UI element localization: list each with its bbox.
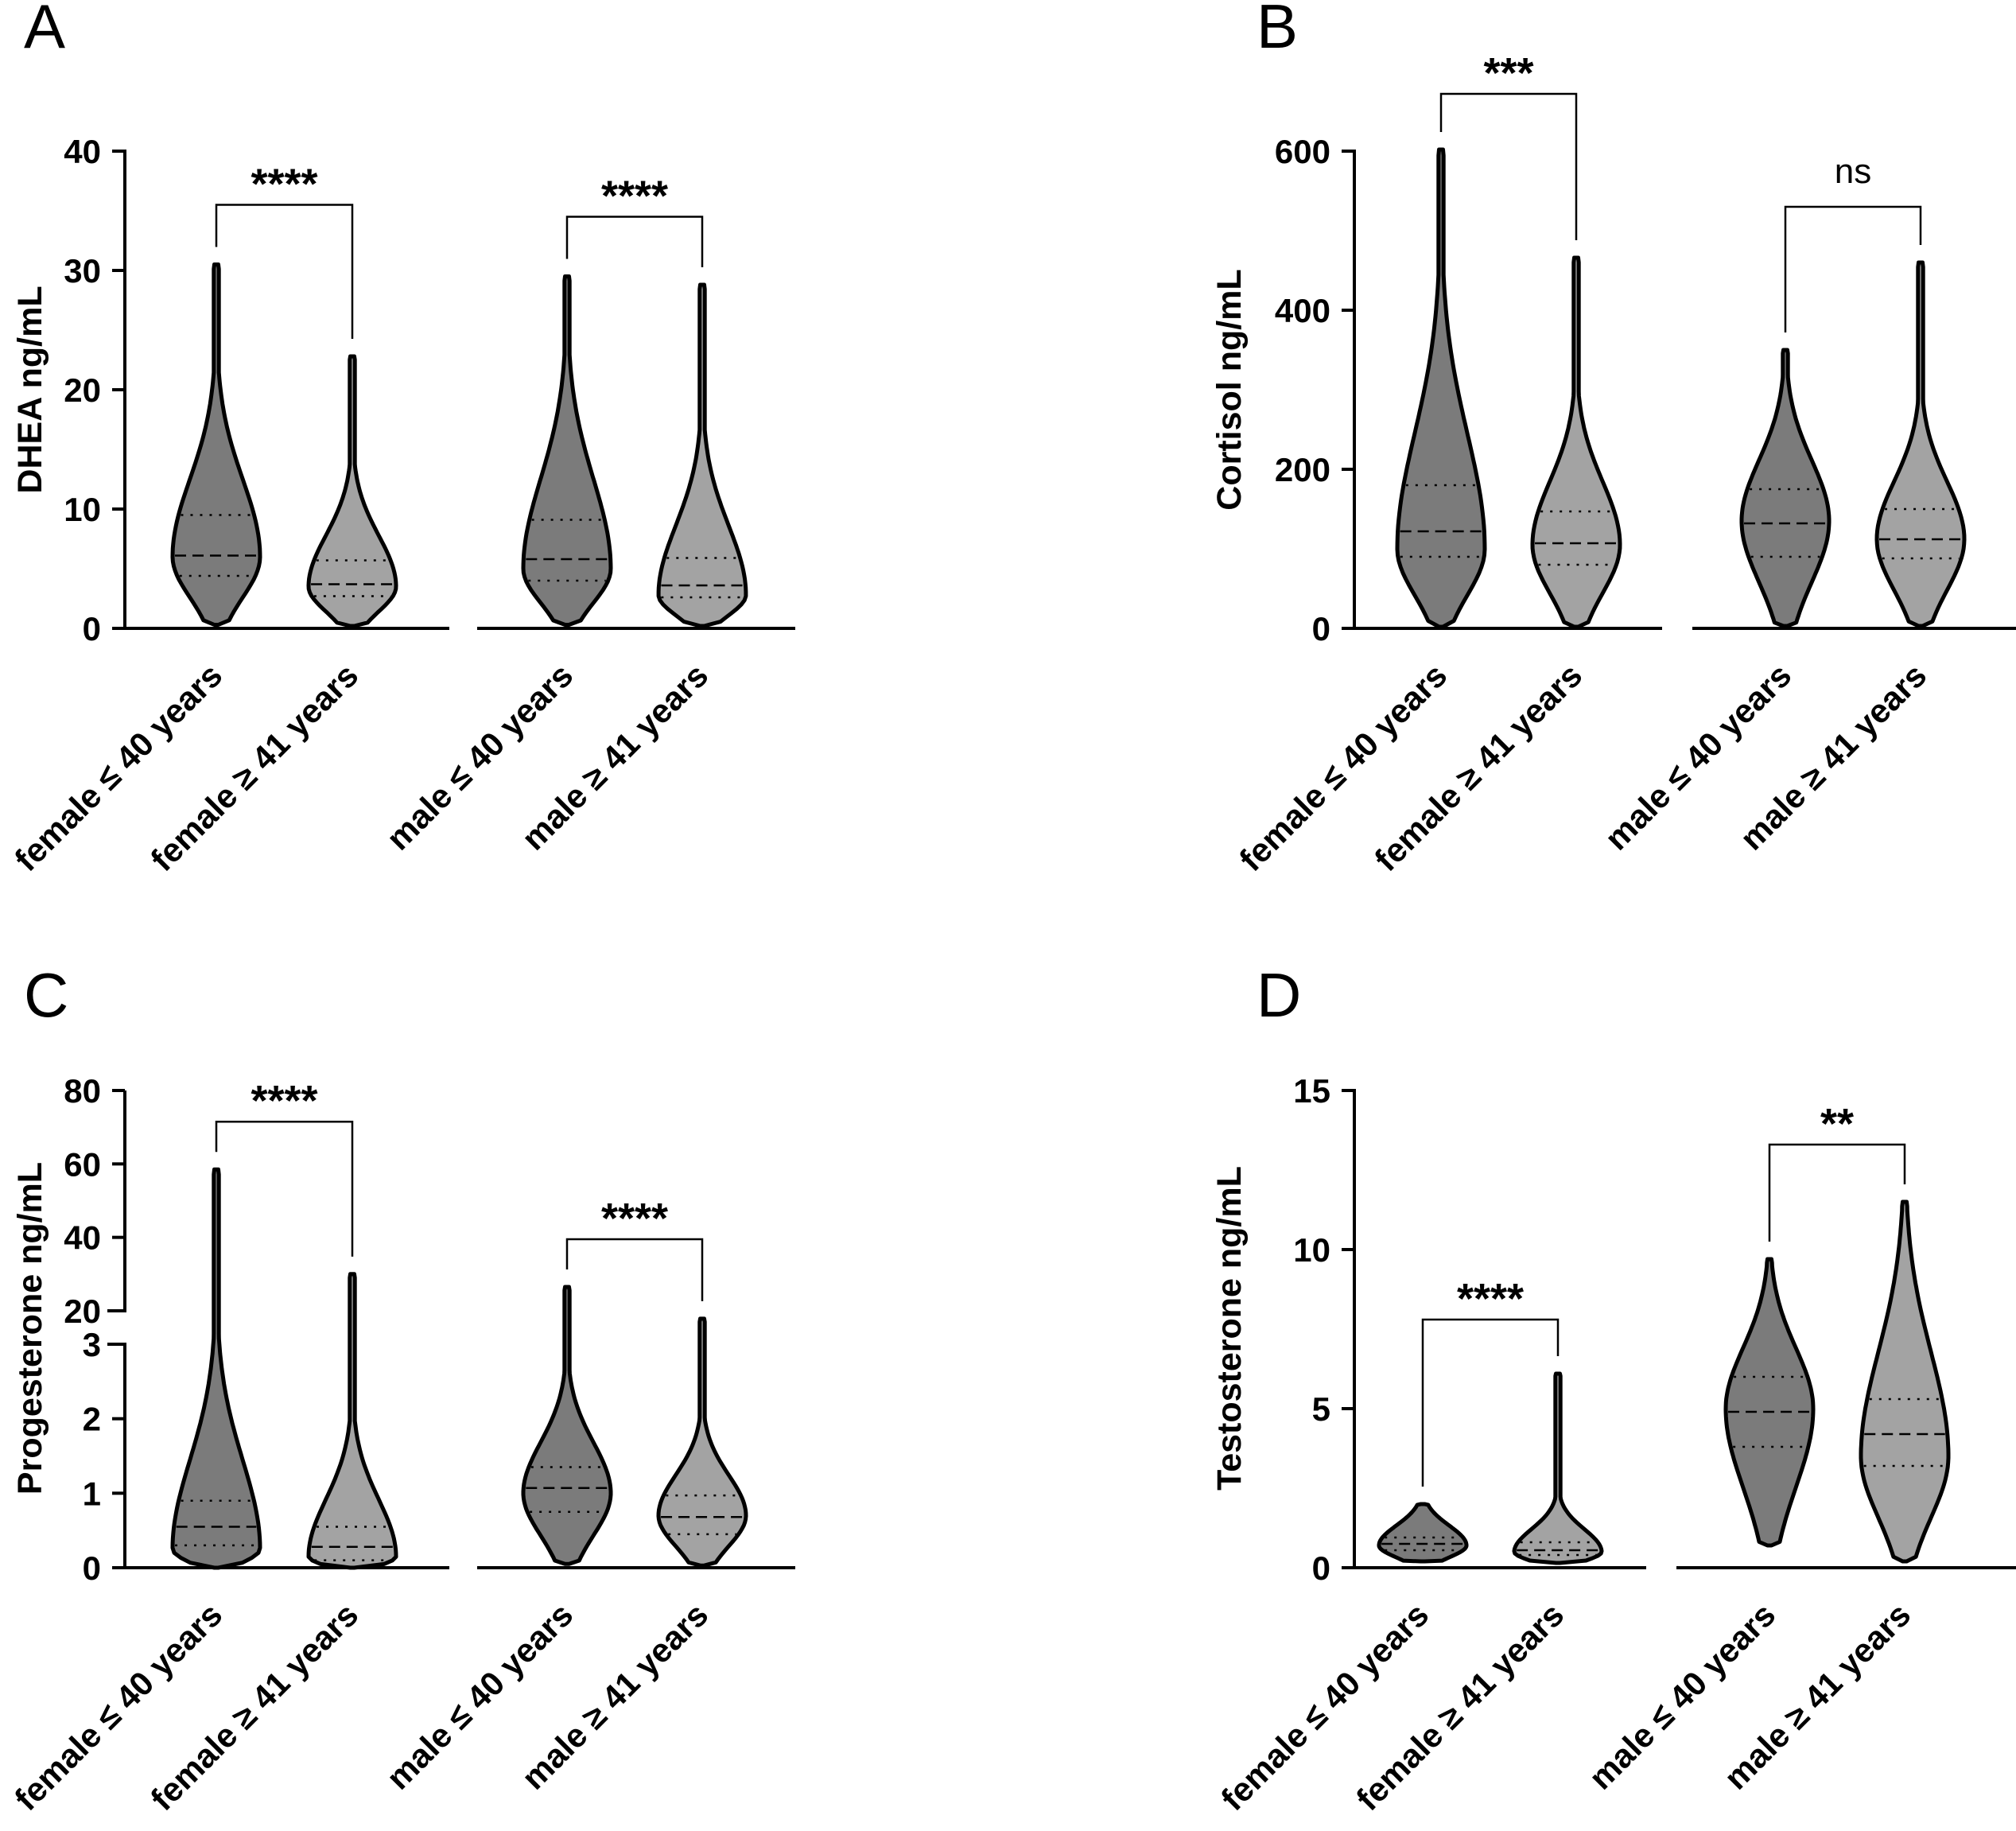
- significance-bracket-1: ***: [1439, 49, 1578, 240]
- bracket-line: [565, 216, 704, 267]
- violin-body: [1512, 1371, 1604, 1565]
- significance-label: ns: [1835, 152, 1871, 191]
- y-tick-label: 0: [1312, 1549, 1330, 1587]
- significance-label: ***: [1483, 49, 1533, 97]
- violin-1: [1395, 147, 1487, 629]
- significance-bracket-1: ****: [1421, 1275, 1560, 1487]
- y-tick-label: 5: [1312, 1390, 1330, 1428]
- violin-3: [1723, 1257, 1816, 1548]
- bracket-line: [215, 1120, 354, 1257]
- violin-body: [1377, 1502, 1469, 1564]
- bracket-line: [1421, 1318, 1560, 1487]
- violin-4: [1874, 260, 1967, 628]
- violin-body: [306, 1272, 398, 1570]
- violin-body: [521, 274, 613, 627]
- violin-4: [656, 282, 748, 628]
- significance-label: ****: [601, 173, 668, 220]
- bracket-line: [565, 1238, 704, 1301]
- significance-bracket-1: ****: [215, 161, 354, 339]
- panel-letter: A: [24, 0, 65, 61]
- y-axis-title: Testosterone ng/mL: [1210, 1166, 1249, 1491]
- y-tick-label: 20: [64, 1293, 101, 1330]
- y-tick-label: 400: [1275, 292, 1330, 329]
- violin-body: [1874, 260, 1967, 628]
- violin-4: [1859, 1199, 1951, 1564]
- y-tick-label: 10: [64, 491, 101, 528]
- violin-body: [656, 1316, 748, 1568]
- violin-body: [1530, 255, 1622, 629]
- significance-label: ****: [251, 161, 317, 208]
- y-tick-label: 80: [64, 1072, 101, 1110]
- violin-body: [1395, 147, 1487, 629]
- panel-letter: D: [1257, 960, 1301, 1030]
- y-axis-title: Cortisol ng/mL: [1210, 269, 1249, 510]
- y-tick-label: 20: [64, 371, 101, 409]
- violin-body: [306, 354, 398, 628]
- y-tick-label: 600: [1275, 133, 1330, 170]
- significance-bracket-2: **: [1768, 1100, 1906, 1242]
- significance-bracket-2: ****: [565, 173, 704, 267]
- violin-1: [1377, 1502, 1469, 1564]
- y-axis-title: DHEA ng/mL: [11, 286, 49, 493]
- panel-letter: C: [24, 960, 68, 1030]
- violin-1: [170, 1167, 262, 1570]
- violin-body: [1723, 1257, 1816, 1548]
- bracket-line: [1439, 92, 1578, 240]
- y-tick-label: 1: [83, 1475, 101, 1512]
- violin-3: [521, 1285, 613, 1566]
- y-tick-label: 0: [83, 610, 101, 647]
- violin-body: [1859, 1199, 1951, 1564]
- y-tick-label: 60: [64, 1145, 101, 1183]
- y-tick-label: 3: [83, 1326, 101, 1363]
- y-tick-label: 0: [1312, 610, 1330, 647]
- y-tick-label: 30: [64, 252, 101, 290]
- y-tick-label: 0: [83, 1549, 101, 1587]
- y-tick-label: 10: [1293, 1231, 1330, 1269]
- violin-body: [170, 262, 262, 627]
- bracket-line: [1768, 1143, 1906, 1242]
- y-axis-title: Progesterone ng/mL: [11, 1162, 49, 1495]
- significance-label: ****: [1457, 1275, 1524, 1323]
- violin-1: [170, 262, 262, 627]
- y-tick-label: 40: [64, 133, 101, 170]
- violin-body: [521, 1285, 613, 1566]
- significance-label: ****: [251, 1077, 317, 1125]
- violin-2: [306, 354, 398, 628]
- violin-4: [656, 1316, 748, 1568]
- significance-bracket-2: ****: [565, 1195, 704, 1301]
- significance-label: ****: [601, 1195, 668, 1242]
- violin-body: [1739, 348, 1831, 628]
- violin-2: [1512, 1371, 1604, 1565]
- bracket-line: [1784, 205, 1922, 332]
- significance-bracket-1: ****: [215, 1077, 354, 1257]
- significance-label: **: [1820, 1100, 1854, 1148]
- y-tick-label: 40: [64, 1219, 101, 1257]
- significance-bracket-2: ns: [1784, 152, 1922, 332]
- violin-2: [306, 1272, 398, 1570]
- panel-letter: B: [1257, 0, 1298, 61]
- violin-3: [1739, 348, 1831, 628]
- bracket-line: [215, 204, 354, 339]
- y-tick-label: 15: [1293, 1072, 1330, 1110]
- violin-3: [521, 274, 613, 627]
- y-tick-label: 200: [1275, 451, 1330, 488]
- violin-body: [656, 282, 748, 628]
- y-tick-label: 2: [83, 1401, 101, 1438]
- violin-body: [170, 1167, 262, 1570]
- violin-2: [1530, 255, 1622, 629]
